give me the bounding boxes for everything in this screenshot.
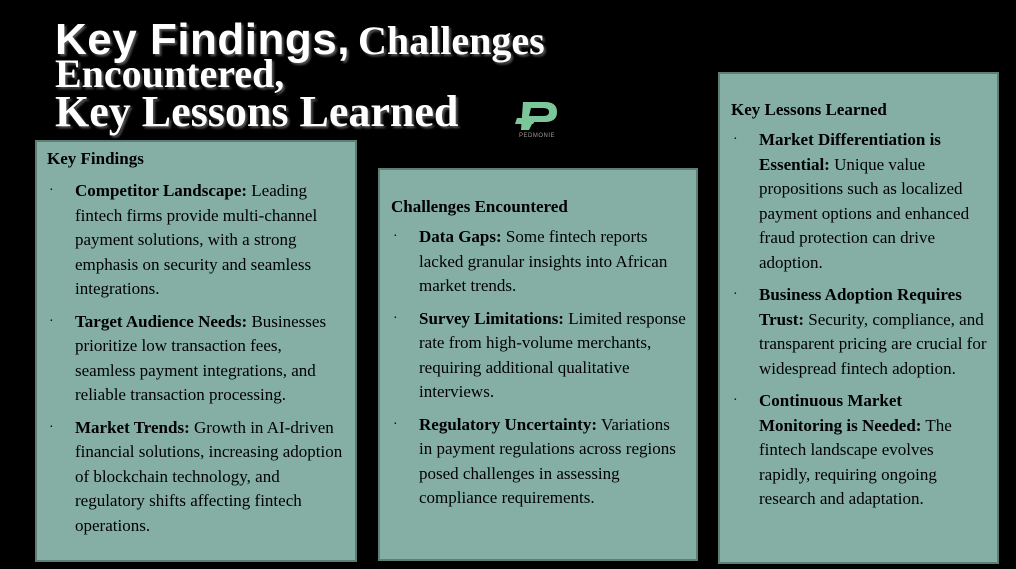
item-text: The fintech landscape evolves rapidly, r… (759, 415, 952, 509)
lessons-heading: Key Lessons Learned (731, 100, 887, 119)
item-lead: Regulatory Uncertainty: (419, 414, 597, 434)
item-text: Limited response rate from high-volume m… (419, 308, 686, 402)
item-text: Growth in AI-driven financial solutions,… (75, 417, 343, 535)
item-text: Variations in payment regulations across… (419, 414, 676, 508)
title-part-lessons: Key Lessons Learned (55, 87, 459, 136)
list-item: · Competitor Landscape: Leading fintech f… (47, 179, 345, 302)
item-lead: Competitor Landscape: (75, 181, 248, 200)
item-text: Unique value propositions such as locali… (759, 154, 970, 272)
item-text: Businesses prioritize low transaction fe… (75, 311, 327, 405)
bullet-icon: · (733, 287, 738, 302)
list-item: · Data Gaps: Some fintech reports lacked … (391, 225, 686, 299)
key-findings-heading: Key Findings (47, 149, 144, 168)
list-item: · Target Audience Needs: Businesses prior… (47, 310, 345, 408)
bullet-icon: · (393, 229, 398, 244)
title-part-key-findings: Key Findings (55, 15, 338, 64)
slide-title: Key Findings, Challenges Encountered, Ke… (55, 15, 545, 136)
item-lead: Continuous Market Monitoring is Needed: (759, 391, 922, 435)
bullet-icon: · (733, 132, 738, 147)
list-item: · Continuous Market Monitoring is Needed:… (731, 389, 987, 512)
challenges-heading: Challenges Encountered (391, 197, 568, 216)
bullet-icon: · (49, 313, 54, 329)
key-findings-panel: Key Findings · Competitor Landscape: Lead… (35, 140, 357, 562)
title-part-encountered: Encountered, (55, 51, 285, 96)
item-lead: Business Adoption Requires Trust: (759, 285, 962, 329)
item-lead: Survey Limitations: (419, 308, 564, 328)
title-comma: , (337, 15, 350, 64)
bullet-icon: · (393, 416, 398, 432)
item-text: Some fintech reports lacked granular ins… (419, 227, 668, 295)
bullet-icon: · (49, 183, 54, 198)
list-item: · Business Adoption Requires Trust: Secur… (731, 283, 987, 381)
item-lead: Market Trends: (75, 417, 190, 437)
item-lead: Data Gaps: (419, 227, 502, 246)
lessons-panel: Key Lessons Learned · Market Differentiat… (718, 72, 999, 564)
bullet-icon: · (49, 419, 54, 435)
logo-mark-icon (515, 102, 557, 130)
item-lead: Target Audience Needs: (75, 311, 248, 331)
logo-text: PEDMONIE (518, 133, 555, 139)
bullet-icon: · (393, 310, 398, 326)
challenges-list: · Data Gaps: Some fintech reports lacked … (391, 225, 686, 511)
key-findings-list: · Competitor Landscape: Leading fintech f… (47, 179, 345, 538)
list-item: · Survey Limitations: Limited response ra… (391, 307, 686, 405)
list-item: · Regulatory Uncertainty: Variations in p… (391, 413, 686, 511)
lessons-list: · Market Differentiation is Essential: Un… (731, 128, 987, 512)
item-text: Leading fintech firms provide multi-chan… (75, 181, 318, 298)
item-text: Security, compliance, and transparent pr… (759, 309, 987, 378)
item-lead: Market Differentiation is Essential: (759, 130, 941, 174)
challenges-panel: Challenges Encountered · Data Gaps: Some … (378, 168, 698, 561)
pedmonie-logo-icon: PEDMONIE (507, 98, 567, 144)
title-part-challenges: Challenges (357, 18, 545, 63)
bullet-icon: · (733, 393, 738, 408)
list-item: · Market Trends: Growth in AI-driven fina… (47, 416, 345, 539)
list-item: · Market Differentiation is Essential: Un… (731, 128, 987, 275)
